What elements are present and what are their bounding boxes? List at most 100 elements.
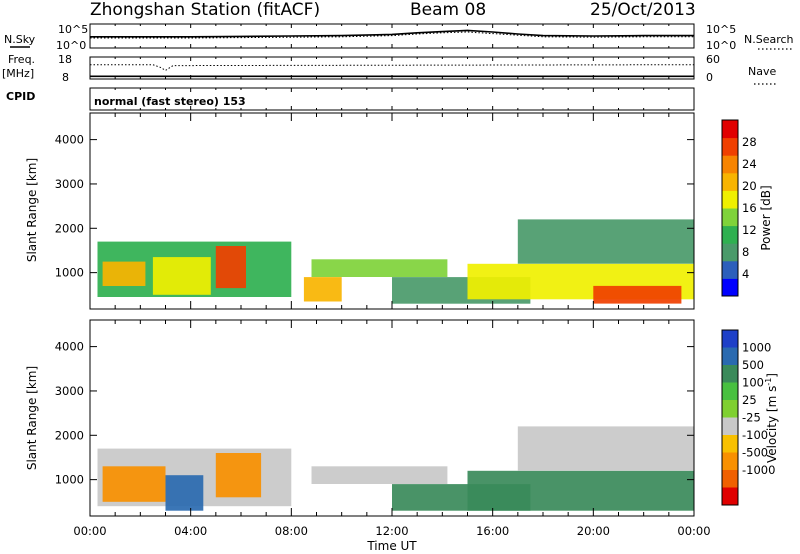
- velocity-colorbar-label: Velocity [m s-1]: [764, 373, 779, 463]
- nave-scale-top: 60: [706, 53, 720, 66]
- x-tick-label: 16:00: [476, 524, 509, 538]
- colorbar-tick-label: 16: [742, 201, 757, 215]
- colorbar-tick-label: 20: [742, 179, 757, 193]
- time-axis: 00:00 04:00 08:00 12:00 16:00 20:00 00:00: [73, 24, 711, 538]
- nave-scale-bottom: 0: [706, 71, 713, 84]
- colorbar-swatch: [722, 243, 738, 262]
- data-cell: [215, 453, 262, 498]
- beam-title: Beam 08: [410, 0, 486, 20]
- y-tick-label: 3000: [55, 177, 84, 191]
- colorbar-frame: [721, 119, 739, 297]
- velocity-data-cells: [97, 426, 694, 511]
- power-y-axis-label: Slant Range [km]: [25, 158, 39, 262]
- data-cell: [311, 466, 448, 484]
- data-cell: [517, 426, 694, 471]
- date-title: 25/Oct/2013: [590, 0, 696, 20]
- data-cell: [165, 475, 204, 511]
- noise-right-scale-bottom: 10^0: [706, 39, 736, 52]
- colorbar-tick-label: 500: [742, 358, 764, 372]
- station-title: Zhongshan Station (fitACF): [90, 0, 320, 20]
- freq-label: Freq.: [8, 53, 35, 66]
- cpid-row: CPID normal (fast stereo) 153: [6, 87, 695, 111]
- colorbar-swatch: [722, 225, 738, 244]
- y-tick-label: 2000: [55, 221, 84, 235]
- colorbar-swatch: [722, 382, 738, 401]
- data-cell: [102, 466, 166, 502]
- data-cell: [311, 259, 448, 277]
- colorbar-tick-label: -500: [742, 446, 768, 460]
- noise-left-scale-top: 10^5: [58, 23, 88, 36]
- colorbar-tick-label: -1000: [742, 463, 775, 477]
- nave-series: [90, 64, 695, 71]
- velocity-label-end: ]: [765, 373, 779, 378]
- colorbar-swatch: [722, 278, 738, 297]
- nave-label: Nave: [748, 65, 776, 78]
- colorbar-swatch: [722, 190, 738, 209]
- colorbar-tick-label: 24: [742, 157, 757, 171]
- noise-sky-series: [90, 29, 694, 38]
- colorbar-swatch: [722, 400, 738, 418]
- power-colorbar: 4 8 12 16 20 24 28: [721, 119, 757, 297]
- velocity-panel: 1000 2000 3000 4000 Slant Range [km] 1000 50…: [25, 319, 779, 517]
- cpid-text: normal (fast stereo) 153: [94, 95, 246, 108]
- data-cell: [215, 246, 246, 289]
- power-colorbar-label: Power [dB]: [759, 185, 773, 250]
- colorbar-tick-label: 8: [742, 245, 749, 259]
- x-tick-label: 20:00: [577, 524, 610, 538]
- freq-scale-bottom: 8: [62, 71, 69, 84]
- data-cell: [593, 285, 682, 304]
- colorbar-swatch: [722, 435, 738, 453]
- velocity-y-ticks: 1000 2000 3000 4000: [55, 340, 694, 487]
- colorbar-tick-label: -25: [742, 411, 761, 425]
- data-cell: [517, 219, 694, 264]
- frequency-panel: Freq. [MHz] 18 8 60 0 Nave: [2, 53, 778, 85]
- y-tick-label: 1000: [55, 266, 84, 280]
- colorbar-tick-label: 4: [742, 267, 749, 281]
- x-tick-label: 08:00: [275, 524, 308, 538]
- colorbar-swatch: [722, 347, 738, 366]
- velocity-label-sup: -1: [764, 378, 773, 386]
- freq-unit-label: [MHz]: [2, 67, 34, 80]
- colorbar-tick-label: 100: [742, 376, 764, 390]
- colorbar-swatch: [722, 417, 738, 436]
- colorbar-tick-label: 28: [742, 135, 757, 149]
- freq-scale-top: 18: [58, 53, 72, 66]
- x-tick-label: 12:00: [375, 524, 408, 538]
- y-tick-label: 4000: [55, 133, 84, 147]
- colorbar-tick-label: -100: [742, 428, 768, 442]
- noise-left-label: N.Sky: [4, 33, 36, 46]
- y-tick-label: 2000: [55, 428, 84, 442]
- noise-search-series: [90, 31, 694, 39]
- noise-right-scale-top: 10^5: [706, 23, 736, 36]
- colorbar-swatch: [722, 330, 738, 348]
- colorbar-swatch: [722, 172, 738, 191]
- y-tick-label: 4000: [55, 340, 84, 354]
- colorbar-swatch: [722, 137, 738, 156]
- noise-left-scale-bottom: 10^0: [56, 39, 86, 52]
- power-y-ticks: 1000 2000 3000 4000: [55, 133, 694, 280]
- colorbar-tick-label: 1000: [742, 341, 771, 355]
- noise-right-label: N.Search: [744, 33, 794, 46]
- noise-panel: N.Sky 10^5 10^0 10^5 10^0 N.Search: [4, 23, 794, 52]
- data-cell: [467, 470, 694, 511]
- power-data-cells: [97, 219, 694, 304]
- colorbar-swatch: [722, 260, 738, 279]
- colorbar-tick-label: 25: [742, 393, 757, 407]
- velocity-y-axis-label: Slant Range [km]: [25, 366, 39, 470]
- x-tick-label: 00:00: [73, 524, 106, 538]
- colorbar-swatch: [722, 365, 738, 383]
- power-panel: 1000 2000 3000 4000 Slant Range [km] 4 8 12 16…: [25, 112, 773, 310]
- x-tick-label: 04:00: [174, 524, 207, 538]
- colorbar-swatch: [722, 487, 738, 506]
- colorbar-swatch: [722, 155, 738, 174]
- y-tick-label: 3000: [55, 384, 84, 398]
- colorbar-frame: [721, 329, 739, 506]
- time-axis-label: Time UT: [366, 539, 417, 553]
- colorbar-swatch: [722, 452, 738, 471]
- data-cell: [102, 261, 146, 286]
- y-tick-label: 1000: [55, 473, 84, 487]
- colorbar-tick-label: 12: [742, 223, 757, 237]
- colorbar-swatch: [722, 120, 738, 139]
- velocity-label-main: Velocity [m s: [765, 386, 779, 463]
